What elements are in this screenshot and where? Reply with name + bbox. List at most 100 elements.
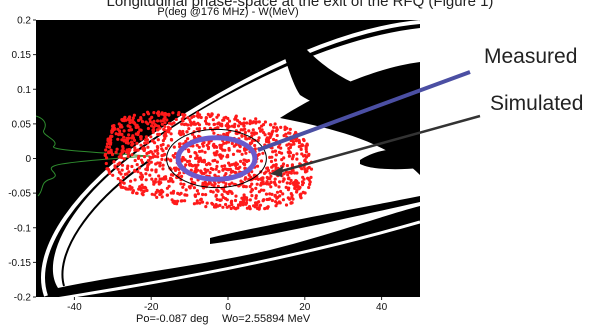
particle-point: [301, 143, 305, 147]
particle-point: [156, 124, 161, 128]
particle-point: [259, 182, 263, 186]
particle-point: [274, 129, 278, 133]
particle-point: [191, 164, 195, 168]
particle-point: [248, 119, 252, 123]
particle-point: [303, 167, 307, 171]
particle-point: [222, 116, 226, 120]
particle-point: [206, 147, 210, 151]
particle-point: [126, 164, 130, 168]
particle-point: [278, 180, 282, 184]
particle-point: [308, 180, 312, 184]
particle-point: [126, 151, 131, 156]
particle-point: [131, 116, 135, 120]
particle-point: [162, 128, 166, 132]
particle-point: [285, 181, 289, 185]
particle-point: [213, 182, 217, 186]
particle-point: [214, 193, 218, 197]
particle-point: [153, 149, 157, 153]
particle-point: [135, 141, 139, 145]
particle-point: [121, 185, 125, 189]
particle-point: [266, 176, 270, 181]
particle-point: [268, 135, 272, 140]
particle-point: [104, 161, 108, 166]
particle-point: [230, 163, 234, 167]
particle-point: [282, 172, 286, 176]
particle-point: [254, 177, 258, 181]
particle-point: [121, 175, 125, 179]
particle-point: [279, 125, 283, 129]
particle-point: [224, 141, 228, 145]
particle-point: [140, 183, 144, 187]
particle-point: [280, 151, 284, 155]
particle-point: [195, 189, 199, 193]
particle-point: [144, 135, 148, 139]
particle-point: [171, 173, 175, 177]
particle-point: [289, 201, 293, 205]
particle-point: [157, 189, 161, 193]
particle-point: [156, 155, 160, 159]
particle-point: [125, 148, 129, 152]
particle-point: [183, 193, 187, 197]
particle-point: [244, 137, 248, 141]
particle-point: [231, 152, 236, 156]
particle-point: [119, 179, 123, 183]
particle-point: [143, 141, 147, 145]
particle-point: [273, 158, 278, 162]
particle-point: [270, 192, 274, 196]
particle-point: [272, 163, 276, 167]
particle-point: [229, 190, 233, 194]
particle-point: [192, 202, 196, 206]
particle-point: [113, 164, 117, 168]
particle-point: [133, 146, 137, 150]
particle-point: [193, 193, 197, 197]
particle-point: [176, 113, 180, 117]
particle-point: [227, 125, 231, 129]
particle-point: [295, 171, 299, 175]
particle-point: [216, 204, 220, 208]
particle-point: [209, 167, 213, 171]
particle-point: [248, 184, 252, 189]
particle-point: [268, 155, 272, 159]
particle-point: [258, 129, 263, 133]
particle-point: [179, 182, 183, 186]
y-tick-label: 0.05: [12, 119, 32, 130]
particle-point: [224, 202, 228, 207]
particle-point: [282, 134, 286, 138]
particle-point: [216, 113, 220, 117]
particle-point: [175, 199, 180, 203]
particle-point: [281, 179, 285, 183]
x-tick-label: -40: [67, 302, 82, 313]
particle-point: [127, 170, 131, 174]
particle-point: [290, 157, 294, 161]
particle-point: [183, 199, 187, 203]
particle-point: [206, 112, 210, 116]
particle-point: [130, 140, 134, 144]
particle-point: [204, 205, 208, 209]
particle-point: [203, 126, 207, 131]
particle-point: [307, 185, 311, 190]
particle-point: [131, 119, 135, 123]
particle-point: [105, 142, 110, 146]
particle-point: [123, 172, 127, 176]
particle-point: [275, 190, 280, 194]
particle-point: [120, 163, 125, 167]
particle-point: [270, 198, 274, 203]
particle-point: [128, 115, 132, 119]
particle-point: [136, 148, 140, 152]
particle-point: [133, 148, 137, 152]
particle-point: [227, 119, 232, 123]
particle-point: [299, 147, 303, 151]
separatrix-black-finger: [210, 196, 420, 244]
particle-point: [254, 194, 258, 198]
particle-point: [260, 124, 264, 128]
particle-point: [197, 145, 201, 149]
particle-point: [142, 155, 147, 159]
particle-point: [247, 129, 251, 133]
particle-point: [172, 145, 176, 149]
particle-point: [286, 188, 290, 192]
particle-point: [127, 133, 131, 137]
particle-point: [262, 188, 266, 192]
particle-point: [253, 143, 257, 148]
particle-point: [304, 150, 309, 154]
